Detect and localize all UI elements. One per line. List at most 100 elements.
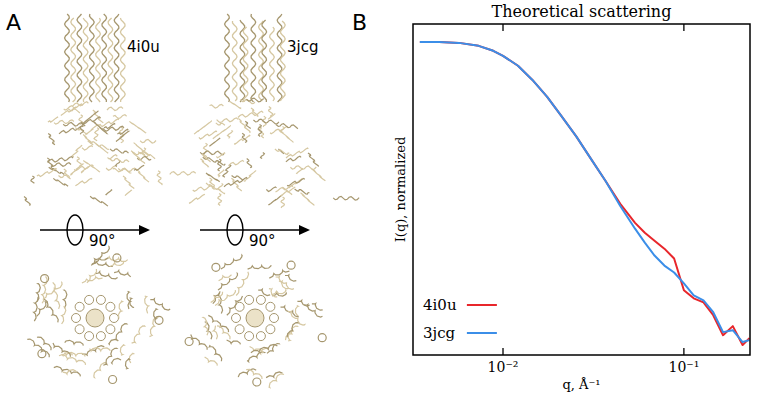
strand: [333, 196, 359, 200]
helix: [251, 14, 256, 102]
legend-label: 3jcg: [423, 324, 456, 342]
strand: [223, 165, 231, 177]
strand: [208, 315, 228, 332]
strand: [87, 269, 97, 283]
strand: [157, 171, 162, 185]
strand: [227, 296, 243, 315]
strand: [279, 130, 293, 143]
figure: A4i0u90°3jcg90°BTheoretical scattering10…: [0, 0, 760, 396]
strand: [129, 353, 133, 363]
helix-section: [96, 332, 105, 341]
strand: [308, 153, 319, 167]
helix: [243, 27, 248, 101]
strand: [216, 153, 225, 158]
strand: [194, 121, 211, 134]
strand: [95, 272, 117, 279]
strand: [90, 196, 108, 206]
panel-b: BTheoretical scattering10⁻²10⁻¹q, Å⁻¹I(q…: [352, 2, 750, 392]
strand: [130, 298, 135, 308]
strand: [216, 123, 225, 125]
helix-section: [256, 332, 265, 341]
strand: [83, 161, 100, 173]
helix-section: [85, 332, 94, 341]
strand: [210, 104, 224, 108]
strand: [145, 296, 149, 313]
helix: [259, 21, 264, 101]
strand: [134, 165, 144, 170]
structure-side-view: [170, 14, 359, 208]
strand: [258, 289, 270, 295]
pore: [246, 309, 264, 327]
x-tick: [683, 348, 684, 355]
strand: [116, 323, 127, 340]
strand: [51, 163, 71, 167]
strand: [150, 299, 170, 310]
strand: [275, 149, 289, 154]
helix: [65, 14, 70, 102]
strand: [276, 124, 298, 129]
strand: [245, 121, 251, 128]
strand: [199, 131, 217, 139]
x-tick-label: 10⁻²: [488, 359, 519, 375]
helix-section: [106, 302, 115, 311]
strand: [94, 128, 99, 141]
strand: [31, 176, 35, 183]
legend: 4i0u3jcg: [423, 296, 497, 342]
arrow-head: [299, 225, 310, 235]
strand: [301, 193, 315, 206]
strand: [72, 145, 81, 157]
strand: [27, 339, 49, 357]
strand: [253, 119, 279, 124]
strand: [217, 326, 230, 339]
strand: [245, 171, 256, 182]
strand: [193, 186, 213, 191]
loop: [318, 334, 326, 342]
helix-section: [96, 295, 105, 304]
helix-section: [235, 325, 244, 334]
strand: [59, 355, 86, 365]
series-line: [420, 42, 750, 342]
strand: [138, 152, 150, 156]
strand: [114, 271, 131, 277]
loop: [253, 378, 261, 386]
loop: [185, 338, 193, 346]
strand: [90, 348, 111, 351]
strand: [280, 127, 284, 133]
strand: [108, 339, 118, 344]
strand: [217, 118, 239, 123]
strand: [118, 169, 131, 174]
helix-section: [270, 314, 279, 323]
strand: [150, 317, 158, 337]
helix: [96, 18, 101, 102]
curves: [420, 42, 750, 345]
strand: [218, 193, 222, 205]
strand: [110, 159, 129, 163]
strand: [105, 257, 128, 262]
strand: [272, 290, 286, 295]
strand: [82, 146, 93, 151]
strand: [242, 133, 247, 142]
helix: [77, 14, 82, 102]
loop: [41, 275, 49, 283]
helix-section: [106, 325, 115, 334]
strand: [246, 98, 264, 102]
strand: [110, 149, 129, 153]
strand: [81, 167, 88, 173]
strand: [269, 106, 273, 116]
helix: [108, 18, 113, 102]
strand: [120, 127, 124, 143]
series-line: [420, 42, 750, 345]
strand: [218, 273, 238, 290]
strand: [238, 119, 250, 133]
legend-swatch: [467, 304, 497, 306]
structure-top-view: [185, 255, 326, 387]
strand: [227, 340, 241, 344]
strand: [287, 178, 305, 186]
strand: [118, 301, 122, 319]
strand: [203, 317, 208, 335]
strand: [54, 120, 74, 124]
strand: [266, 187, 276, 192]
strand: [296, 306, 299, 316]
helix: [102, 14, 107, 102]
strand: [65, 340, 84, 345]
